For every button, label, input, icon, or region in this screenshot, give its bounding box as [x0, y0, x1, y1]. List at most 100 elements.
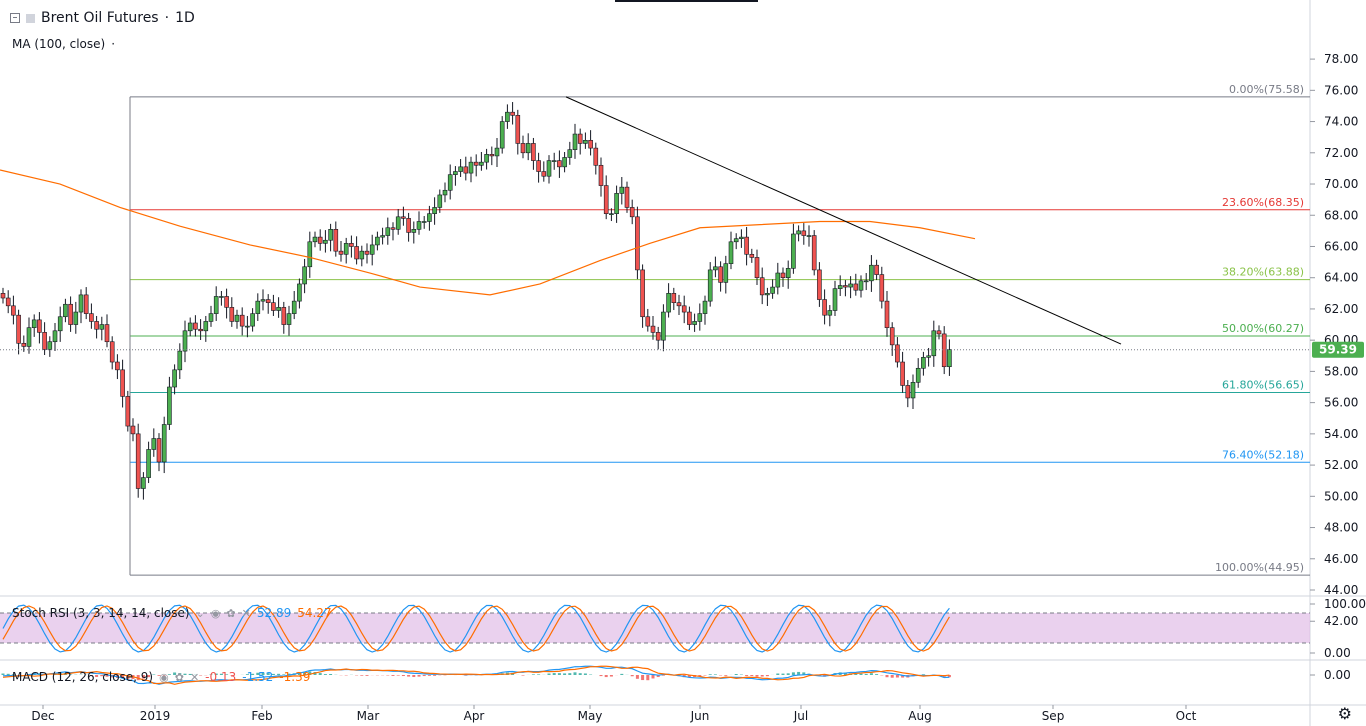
- candle: [848, 283, 853, 288]
- candle: [83, 294, 89, 314]
- macd-hist-bar: [225, 674, 229, 675]
- price-tick-label: 58.00: [1324, 364, 1358, 378]
- candle: [744, 236, 749, 255]
- close-icon[interactable]: ✕: [189, 670, 200, 684]
- macd-hist-bar: [173, 672, 177, 675]
- candle: [936, 330, 942, 335]
- candle: [120, 369, 125, 397]
- chevron-down-icon[interactable]: ⌄: [195, 606, 205, 620]
- candle: [551, 160, 557, 162]
- candle: [416, 221, 422, 230]
- candle: [390, 227, 396, 230]
- macd-hist-bar: [178, 673, 182, 675]
- candle: [858, 280, 864, 291]
- candle: [442, 189, 448, 196]
- macd-label: MACD (12, 26, close, 9): [12, 670, 154, 684]
- candle: [343, 243, 349, 255]
- macd-hist-bar: [11, 674, 15, 675]
- candle: [135, 433, 141, 489]
- candle: [468, 161, 474, 174]
- ma-legend[interactable]: MA (100, close) ·: [12, 37, 115, 51]
- candle: [354, 246, 359, 260]
- ma-line: [0, 169, 976, 296]
- time-label: Aug: [908, 709, 931, 723]
- fib-level-label: 38.20%(63.88): [1222, 266, 1304, 279]
- macd-hist-bar: [417, 675, 421, 677]
- candle: [234, 314, 240, 322]
- candle: [479, 161, 484, 166]
- candle: [375, 236, 380, 246]
- macd-hist-bar: [563, 673, 567, 675]
- stoch-k-line: [2, 604, 950, 653]
- candle: [453, 171, 458, 175]
- price-tick-label: 46.00: [1324, 552, 1358, 566]
- candle: [109, 341, 115, 363]
- candle: [697, 313, 703, 322]
- stoch-legend[interactable]: Stoch RSI (3, 3, 14, 14, close) ⌄ ◉ ✿ ✕ …: [12, 606, 332, 620]
- price-tick-label: 68.00: [1324, 208, 1358, 222]
- collapse-legend-icon[interactable]: [10, 13, 20, 23]
- chart-settings-icon[interactable]: ⚙: [1337, 704, 1352, 723]
- price-tag: [1312, 341, 1364, 358]
- candle: [525, 143, 531, 154]
- candle: [338, 250, 344, 255]
- macd-legend[interactable]: MACD (12, 26, close, 9) ◉ ✿ ✕ -0.13 -1.5…: [12, 670, 310, 684]
- candle: [510, 111, 515, 116]
- macd-hist-bar: [698, 675, 702, 677]
- macd-hist-bar: [630, 675, 634, 677]
- candle: [421, 221, 427, 223]
- settings-icon[interactable]: ✿: [174, 670, 184, 684]
- macd-hist-bar: [282, 674, 286, 675]
- macd-hist-bar: [521, 675, 525, 676]
- macd-hist-bar: [713, 674, 717, 675]
- candle: [47, 341, 53, 350]
- macd-hist-bar: [365, 675, 369, 676]
- ma-label: MA (100, close): [12, 37, 106, 51]
- visibility-icon[interactable]: ◉: [159, 670, 169, 684]
- candle: [57, 316, 63, 332]
- stoch-k-value: 52.89: [256, 606, 292, 620]
- price-tick-label: 42.00: [1324, 614, 1358, 628]
- macd-hist-bar: [277, 673, 281, 675]
- macd-hist-bar: [583, 673, 587, 675]
- candle: [843, 285, 848, 288]
- candle: [583, 139, 588, 144]
- settings-icon[interactable]: ✿: [226, 606, 236, 620]
- macd-hist-bar: [266, 673, 270, 675]
- candle: [931, 330, 937, 357]
- macd-hist-bar: [412, 675, 416, 677]
- candle: [484, 154, 489, 163]
- macd-hist-bar: [126, 675, 130, 679]
- macd-hist-bar: [427, 675, 431, 676]
- candle: [718, 266, 723, 283]
- candle: [213, 296, 219, 314]
- macd-hist-bar: [422, 675, 426, 677]
- close-icon[interactable]: ✕: [241, 606, 251, 620]
- candle: [806, 235, 812, 237]
- candle: [31, 319, 37, 328]
- candle: [572, 133, 578, 150]
- interval-label: 1D: [175, 10, 195, 26]
- macd-hist-bar: [895, 675, 899, 678]
- candle: [364, 250, 370, 255]
- candle: [713, 266, 718, 271]
- macd-hist-bar: [251, 673, 255, 675]
- price-tick-label: 54.00: [1324, 427, 1358, 441]
- price-tick-label: 56.00: [1324, 396, 1358, 410]
- candle: [749, 253, 755, 258]
- candle: [16, 314, 21, 344]
- macd-hist-bar: [183, 673, 187, 675]
- visibility-icon[interactable]: ◉: [210, 606, 221, 620]
- candle: [297, 283, 302, 302]
- candle: [609, 213, 614, 215]
- candle: [193, 322, 198, 330]
- candle: [489, 154, 495, 157]
- candle: [281, 307, 287, 325]
- macd-hist-bar: [750, 675, 754, 677]
- candle: [219, 296, 224, 298]
- candle: [172, 369, 177, 388]
- candle: [785, 268, 791, 279]
- macd-hist-bar: [651, 675, 655, 679]
- candle: [739, 236, 744, 239]
